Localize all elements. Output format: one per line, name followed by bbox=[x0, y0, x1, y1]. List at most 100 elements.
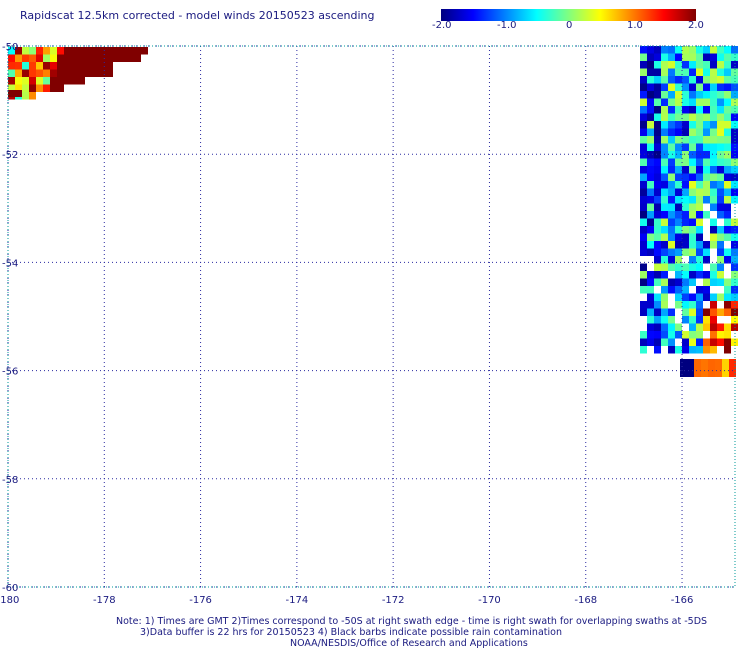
wind-cell bbox=[661, 98, 668, 106]
wind-cell bbox=[675, 301, 682, 309]
wind-cell bbox=[689, 308, 696, 316]
wind-cell bbox=[710, 346, 717, 354]
wind-cell bbox=[668, 188, 675, 196]
wind-cell bbox=[703, 106, 710, 114]
wind-cell bbox=[647, 271, 654, 279]
wind-cell bbox=[668, 308, 675, 316]
wind-cell bbox=[29, 54, 36, 62]
wind-cell bbox=[640, 278, 647, 286]
wind-cell bbox=[647, 121, 654, 129]
wind-cell bbox=[689, 248, 696, 256]
wind-cell bbox=[724, 151, 731, 159]
wind-cell bbox=[71, 62, 78, 70]
wind-cell bbox=[661, 286, 668, 294]
wind-cell bbox=[640, 173, 647, 181]
wind-cell bbox=[661, 293, 668, 301]
wind-cell bbox=[647, 308, 654, 316]
wind-cell bbox=[654, 136, 661, 144]
wind-cell bbox=[668, 248, 675, 256]
wind-cell bbox=[724, 293, 731, 301]
wind-cell bbox=[724, 188, 731, 196]
wind-cell bbox=[703, 76, 710, 84]
wind-cell bbox=[78, 77, 85, 85]
wind-cell bbox=[654, 338, 661, 346]
wind-cell bbox=[106, 54, 113, 62]
wind-cell bbox=[696, 121, 703, 129]
wind-cell bbox=[64, 47, 71, 55]
wind-cell bbox=[647, 166, 654, 174]
wind-cell bbox=[717, 128, 724, 136]
wind-cell bbox=[675, 143, 682, 151]
wind-cell bbox=[731, 166, 738, 174]
wind-cell bbox=[696, 181, 703, 189]
wind-cell bbox=[710, 46, 717, 54]
wind-cell bbox=[92, 47, 99, 55]
wind-cell bbox=[640, 98, 647, 106]
wind-cell bbox=[710, 218, 717, 226]
wind-cell bbox=[717, 278, 724, 286]
wind-cell bbox=[696, 241, 703, 249]
wind-cell bbox=[682, 121, 689, 129]
wind-cell bbox=[682, 218, 689, 226]
wind-cell bbox=[689, 226, 696, 234]
wind-cell bbox=[640, 136, 647, 144]
wind-cell bbox=[724, 286, 731, 294]
wind-cell bbox=[654, 166, 661, 174]
wind-cell bbox=[724, 91, 731, 99]
wind-cell bbox=[696, 346, 703, 354]
wind-cell bbox=[661, 106, 668, 114]
wind-cell bbox=[703, 346, 710, 354]
wind-cell bbox=[22, 84, 29, 92]
wind-cell bbox=[675, 271, 682, 279]
wind-cell bbox=[689, 211, 696, 219]
wind-cell bbox=[57, 47, 64, 55]
wind-cell bbox=[85, 62, 92, 70]
wind-cell bbox=[43, 62, 50, 70]
plot-frame bbox=[7, 45, 736, 588]
wind-cell bbox=[654, 188, 661, 196]
wind-cell bbox=[696, 196, 703, 204]
wind-cell bbox=[682, 308, 689, 316]
wind-cell bbox=[710, 173, 717, 181]
wind-cell bbox=[668, 53, 675, 61]
wind-cell bbox=[682, 128, 689, 136]
wind-cell bbox=[710, 61, 717, 69]
wind-cell bbox=[654, 203, 661, 211]
wind-cell bbox=[703, 53, 710, 61]
wind-cell bbox=[710, 83, 717, 91]
wind-cell bbox=[724, 121, 731, 129]
wind-cell bbox=[701, 359, 708, 377]
wind-cell bbox=[647, 113, 654, 121]
wind-cell bbox=[85, 69, 92, 77]
wind-cell bbox=[647, 173, 654, 181]
wind-cell bbox=[668, 76, 675, 84]
wind-cell bbox=[717, 76, 724, 84]
wind-cell bbox=[689, 158, 696, 166]
wind-cell bbox=[668, 196, 675, 204]
wind-cell bbox=[696, 98, 703, 106]
wind-cell bbox=[717, 331, 724, 339]
wind-cell bbox=[696, 263, 703, 271]
wind-cell bbox=[710, 331, 717, 339]
wind-cell bbox=[682, 143, 689, 151]
wind-cell bbox=[724, 128, 731, 136]
wind-cell bbox=[682, 113, 689, 121]
wind-cell bbox=[57, 77, 64, 85]
wind-cell bbox=[682, 91, 689, 99]
wind-cell bbox=[675, 241, 682, 249]
wind-cell bbox=[710, 98, 717, 106]
wind-cell bbox=[717, 338, 724, 346]
longitude-tick-labels: -180 -178 -176 -174 -172 -170 -168 -166 bbox=[0, 595, 693, 606]
wind-cell bbox=[661, 301, 668, 309]
wind-cell bbox=[43, 69, 50, 77]
wind-cell bbox=[724, 203, 731, 211]
wind-cell bbox=[36, 77, 43, 85]
wind-cell bbox=[717, 113, 724, 121]
wind-cell bbox=[668, 233, 675, 241]
wind-cell bbox=[703, 83, 710, 91]
wind-cell bbox=[696, 211, 703, 219]
wind-cell bbox=[8, 90, 15, 97]
wind-cell bbox=[92, 62, 99, 70]
wind-cell bbox=[29, 84, 36, 92]
